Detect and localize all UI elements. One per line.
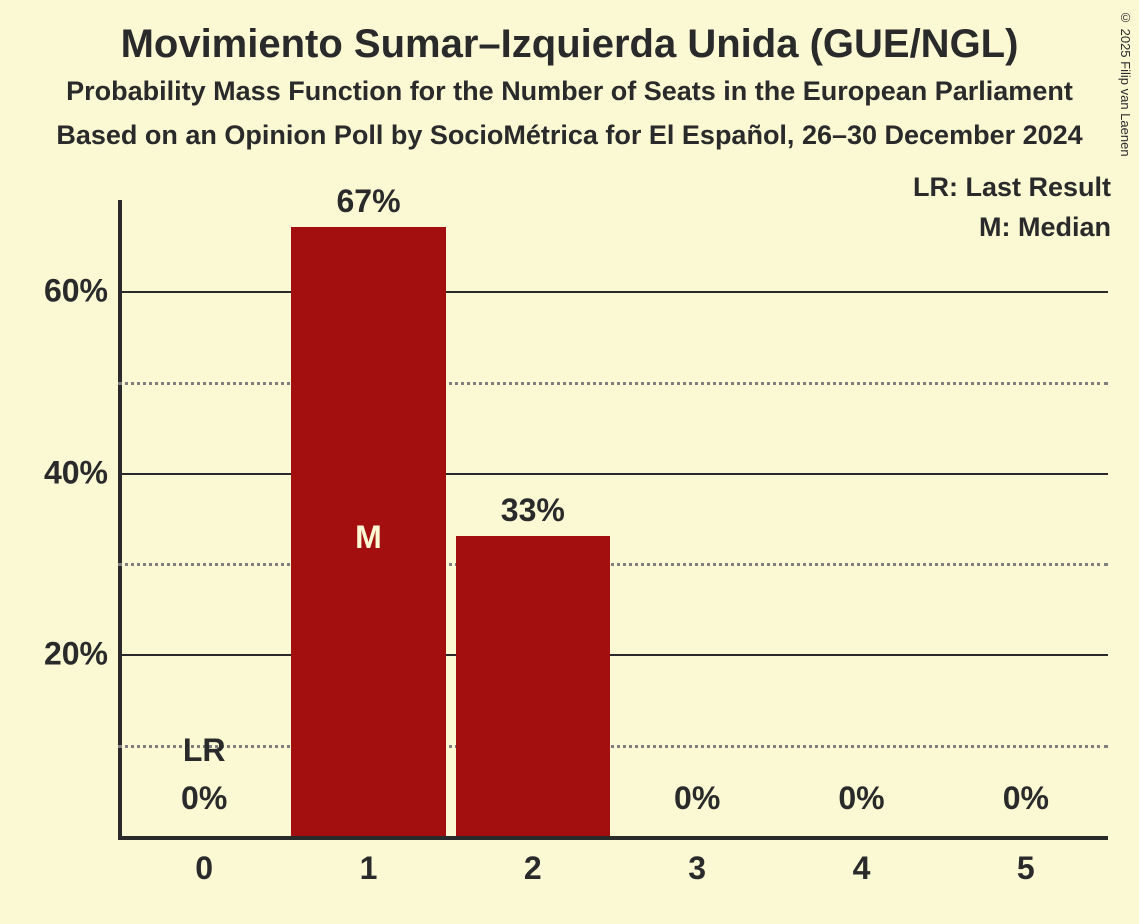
chart-container: Movimiento Sumar–Izquierda Unida (GUE/NG… [0,0,1139,924]
x-tick-label: 3 [688,850,706,887]
bar-value-label: 67% [336,183,400,220]
bar [456,536,610,836]
x-tick-label: 1 [360,850,378,887]
copyright-text: © 2025 Filip van Laenen [1118,10,1133,157]
gridline-minor [118,563,1108,566]
x-tick-label: 2 [524,850,542,887]
gridline-major [118,291,1108,293]
x-axis [118,836,1108,840]
gridline-major [118,473,1108,475]
bar-value-label: 0% [838,780,884,817]
gridline-major [118,654,1108,656]
y-axis [118,200,122,840]
y-tick-label: 20% [28,636,108,673]
bar-value-label: 0% [181,780,227,817]
legend-lr: LR: Last Result [913,172,1111,203]
y-tick-label: 40% [28,454,108,491]
chart-subtitle-2: Based on an Opinion Poll by SocioMétrica… [0,120,1139,151]
x-tick-label: 5 [1017,850,1035,887]
bar-value-label: 0% [674,780,720,817]
y-tick-label: 60% [28,272,108,309]
gridline-minor [118,745,1108,748]
bar-annotation: LR [183,732,226,769]
chart-subtitle-1: Probability Mass Function for the Number… [0,76,1139,107]
gridline-minor [118,382,1108,385]
x-tick-label: 4 [853,850,871,887]
bar-value-label: 0% [1003,780,1049,817]
x-tick-label: 0 [195,850,213,887]
bar-value-label: 33% [501,492,565,529]
plot-area: 20%40%60%00%LR167%M233%30%40%50% [118,200,1108,840]
bar-annotation: M [355,519,382,556]
chart-title: Movimiento Sumar–Izquierda Unida (GUE/NG… [0,22,1139,67]
